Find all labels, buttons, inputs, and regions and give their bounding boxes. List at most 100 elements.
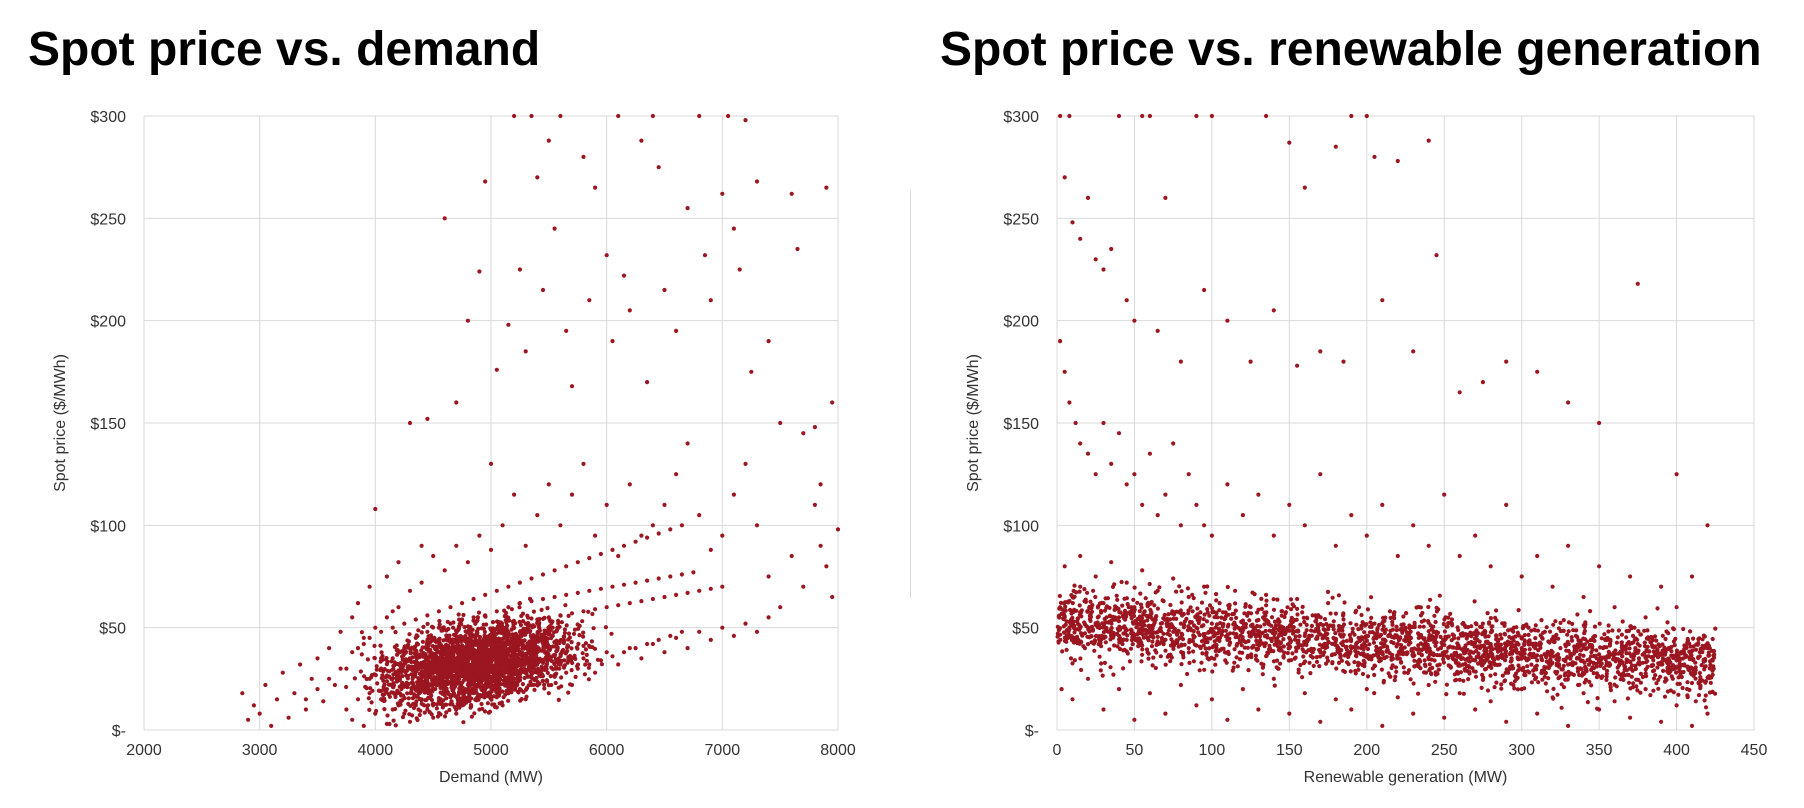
scatter-point (1399, 659, 1404, 665)
scatter-point (1213, 662, 1218, 667)
x-tick-label: 4000 (358, 742, 394, 759)
scatter-point (425, 629, 430, 634)
scatter-point (535, 513, 540, 518)
scatter-point (1127, 659, 1132, 664)
scatter-point (400, 715, 406, 720)
scatter-point (471, 618, 476, 623)
scatter-point (766, 574, 771, 579)
scatter-point (1638, 680, 1643, 685)
scatter-point (488, 547, 494, 553)
scatter-point (1661, 652, 1666, 657)
scatter-point (1159, 621, 1165, 626)
scatter-point (1505, 642, 1510, 648)
scatter-point (1577, 682, 1582, 687)
scatter-point (1615, 635, 1620, 640)
scatter-point (1285, 625, 1290, 631)
scatter-point (1474, 648, 1479, 654)
scatter-point (1304, 615, 1309, 620)
scatter-point (1530, 655, 1535, 660)
scatter-point (564, 670, 569, 675)
scatter-point (1551, 622, 1556, 627)
scatter-point (1432, 613, 1437, 618)
scatter-point (685, 441, 690, 446)
scatter-point (359, 652, 364, 657)
scatter-point (1711, 664, 1716, 669)
scatter-point (627, 308, 632, 313)
scatter-point (1433, 643, 1438, 649)
scatter-point (367, 707, 372, 713)
scatter-point (488, 461, 494, 466)
scatter-point (656, 637, 661, 643)
scatter-point (456, 612, 461, 617)
scatter-point (1271, 597, 1276, 602)
scatter-point (1278, 661, 1283, 666)
scatter-point (1261, 662, 1266, 667)
scatter-point (1097, 654, 1102, 659)
scatter-point (558, 653, 563, 659)
scatter-point (627, 601, 632, 606)
scatter-point (1179, 589, 1184, 594)
scatter-point (1115, 644, 1120, 649)
scatter-point (518, 663, 524, 668)
y-axis-label: Spot price ($/MWh) (52, 354, 69, 492)
scatter-point (789, 191, 794, 196)
scatter-point (1422, 658, 1427, 663)
scatter-point (490, 620, 496, 625)
y-tick-label: $- (112, 723, 126, 740)
scatter-point (1310, 655, 1315, 660)
scatter-point (372, 643, 377, 649)
scatter-point (1640, 660, 1645, 665)
scatter-point (1122, 624, 1127, 629)
scatter-point (445, 669, 450, 674)
scatter-point (451, 669, 456, 674)
scatter-point (449, 658, 454, 663)
scatter-point (581, 643, 586, 649)
scatter-point (475, 677, 480, 682)
scatter-point (1456, 636, 1461, 641)
scatter-point (587, 662, 592, 667)
scatter-point (517, 580, 523, 585)
scatter-point (529, 576, 534, 581)
scatter-point (1249, 611, 1254, 616)
scatter-point (1214, 622, 1220, 627)
scatter-point (645, 380, 650, 385)
scatter-point (1271, 607, 1277, 612)
scatter-point (1360, 662, 1365, 668)
scatter-point (448, 605, 453, 610)
scatter-point (454, 400, 459, 405)
scatter-point (448, 621, 453, 626)
scatter-point (1194, 643, 1199, 648)
scatter-point (1516, 608, 1521, 613)
scatter-point (1367, 642, 1372, 647)
scatter-point (1616, 628, 1621, 633)
scatter-point (488, 642, 493, 647)
scatter-point (444, 679, 449, 684)
scatter-point (1512, 686, 1517, 691)
x-axis-label: Demand (MW) (439, 769, 543, 786)
scatter-point (1400, 646, 1405, 651)
scatter-point (451, 688, 456, 693)
scatter-point (426, 649, 431, 654)
scatter-point (379, 656, 384, 661)
scatter-point (1698, 646, 1703, 652)
scatter-point (1365, 646, 1371, 652)
scatter-point (1163, 648, 1168, 653)
scatter-point (1697, 670, 1702, 676)
scatter-point (1493, 672, 1498, 677)
scatter-point (1458, 670, 1463, 675)
scatter-point (1341, 612, 1346, 617)
scatter-point (1232, 660, 1237, 665)
scatter-point (505, 623, 510, 628)
scatter-point (559, 684, 564, 689)
scatter-point (404, 673, 409, 678)
scatter-point (539, 664, 544, 670)
scatter-point (490, 657, 495, 662)
scatter-point (507, 618, 512, 623)
scatter-point (390, 656, 395, 661)
scatter-point (1589, 654, 1594, 659)
y-tick-label: $250 (90, 211, 126, 228)
scatter-point (1309, 628, 1314, 633)
scatter-point (1072, 630, 1077, 635)
scatter-point (419, 580, 424, 585)
scatter-point (1119, 579, 1124, 585)
